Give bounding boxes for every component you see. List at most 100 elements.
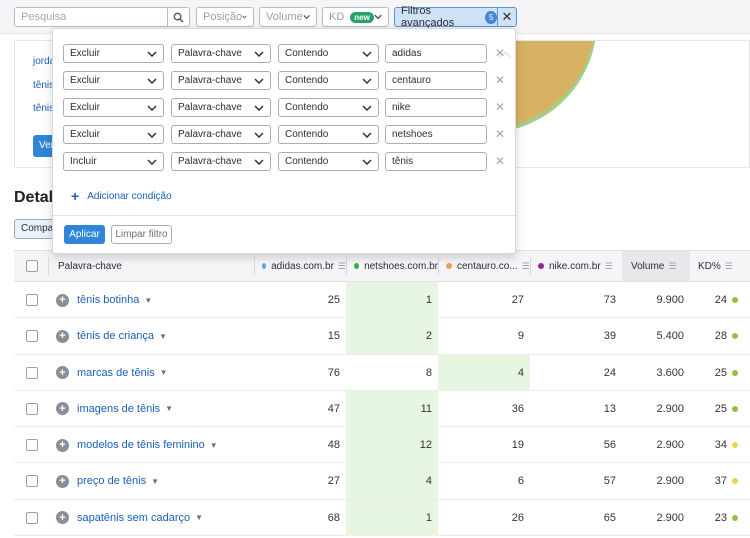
expand-plus-icon[interactable]: +: [56, 293, 69, 307]
search-input[interactable]: [15, 8, 167, 26]
condition-operator-select[interactable]: Contendo: [278, 44, 379, 63]
header-domain3[interactable]: centauro.co... ☰: [446, 251, 530, 281]
expand-plus-icon[interactable]: +: [56, 402, 69, 416]
header-domain4[interactable]: nike.com.br ☰: [538, 251, 622, 281]
domain1-color-dot: [262, 263, 267, 269]
caret-down-icon[interactable]: ▼: [159, 368, 168, 378]
caret-down-icon[interactable]: ▼: [165, 404, 174, 414]
advanced-filter-popover: Excluir Palavra-chave Contendo adidas ✕ Exclu…: [52, 28, 516, 254]
position-filter[interactable]: Posição: [196, 7, 254, 27]
expand-plus-icon[interactable]: +: [56, 329, 69, 343]
clear-filter-button[interactable]: Limpar filtro: [111, 225, 172, 244]
remove-condition-icon[interactable]: ✕: [495, 46, 506, 60]
row-checkbox[interactable]: [26, 439, 38, 452]
keyword-link[interactable]: modelos de tênis feminino: [77, 439, 205, 452]
condition-operator-select[interactable]: Contendo: [278, 71, 379, 90]
keyword-link[interactable]: tênis botinha: [77, 294, 140, 306]
row-checkbox-cell: [26, 391, 38, 427]
overview-link[interactable]: jordan: [33, 56, 61, 67]
remove-condition-icon[interactable]: ✕: [495, 73, 506, 87]
compare-button[interactable]: Compar: [14, 219, 54, 239]
condition-field-select[interactable]: Palavra-chave: [171, 98, 271, 117]
caret-down-icon[interactable]: ▼: [209, 440, 218, 450]
condition-mode-select[interactable]: Excluir: [63, 98, 164, 117]
add-condition-label: Adicionar condição: [87, 190, 172, 202]
chevron-down-icon: [254, 158, 264, 165]
kd-difficulty-dot: [732, 369, 738, 376]
keyword-link[interactable]: preço de tênis: [77, 475, 147, 488]
condition-mode-select[interactable]: Excluir: [63, 71, 164, 90]
condition-field-select[interactable]: Palavra-chave: [171, 71, 271, 90]
row-checkbox[interactable]: [26, 402, 38, 415]
expand-plus-icon[interactable]: +: [56, 438, 69, 452]
condition-operator-select[interactable]: Contendo: [278, 152, 379, 171]
condition-field-select[interactable]: Palavra-chave: [171, 44, 271, 63]
expand-plus-icon[interactable]: +: [56, 511, 69, 525]
apply-button[interactable]: Aplicar: [64, 225, 105, 244]
condition-field-select[interactable]: Palavra-chave: [171, 152, 271, 171]
position-filter-label: Posição: [203, 11, 243, 23]
keyword-link[interactable]: marcas de tênis: [77, 366, 155, 379]
condition-operator-select[interactable]: Contendo: [278, 98, 379, 117]
position-cell: 73: [603, 294, 616, 306]
close-icon: ✕: [501, 9, 513, 24]
row-checkbox[interactable]: [26, 330, 38, 343]
volume-filter[interactable]: Volume: [259, 7, 317, 27]
keyword-link[interactable]: tênis de criança: [77, 330, 155, 343]
row-checkbox[interactable]: [26, 294, 38, 306]
position-cell: 4: [438, 354, 530, 391]
kd-filter[interactable]: KD new: [322, 7, 389, 27]
clear-advanced-filters-button[interactable]: ✕: [497, 7, 517, 27]
condition-value-input[interactable]: centauro: [385, 71, 487, 90]
caret-down-icon[interactable]: ▼: [151, 476, 160, 486]
caret-down-icon[interactable]: ▼: [195, 513, 204, 523]
kd-difficulty-dot: [732, 478, 738, 485]
chevron-down-icon: [147, 131, 157, 138]
condition-mode-select[interactable]: Incluir: [63, 152, 164, 171]
overview-link[interactable]: tênis: [33, 80, 55, 91]
condition-value-input[interactable]: nike: [385, 98, 487, 117]
kd-difficulty-dot: [732, 297, 738, 303]
condition-mode-value: Incluir: [70, 156, 97, 167]
condition-mode-select[interactable]: Excluir: [63, 125, 164, 144]
details-title: Detal: [14, 189, 54, 206]
advanced-filters-button[interactable]: Filtros avançados 5: [394, 5, 498, 29]
header-keyword[interactable]: Palavra-chave: [58, 260, 122, 272]
condition-mode-select[interactable]: Excluir: [63, 44, 164, 63]
sort-desc-icon: ☰: [668, 260, 677, 271]
header-domain2[interactable]: netshoes.com.br: [354, 251, 438, 281]
add-condition-link[interactable]: + Adicionar condição: [71, 188, 172, 204]
select-all-checkbox[interactable]: [26, 260, 38, 272]
remove-condition-icon[interactable]: ✕: [495, 100, 506, 114]
position-cell: 68: [327, 511, 340, 524]
caret-down-icon[interactable]: ▼: [144, 295, 153, 305]
keyword-link[interactable]: sapatênis sem cadarço: [77, 511, 191, 524]
search-button[interactable]: [167, 8, 189, 26]
expand-plus-icon[interactable]: +: [56, 366, 69, 380]
position-cell: 8: [425, 366, 432, 379]
row-checkbox[interactable]: [26, 475, 38, 488]
table-header: Palavra-chave adidas.com.br ☰ netshoes.c…: [14, 250, 750, 282]
row-checkbox-cell: [26, 318, 38, 354]
advanced-filters-label: Filtros avançados: [401, 5, 455, 29]
caret-down-icon[interactable]: ▼: [159, 331, 167, 341]
condition-value-input[interactable]: tênis: [385, 152, 487, 171]
header-domain1[interactable]: adidas.com.br ☰: [262, 251, 346, 281]
position-cell: 25: [327, 294, 340, 306]
header-kd[interactable]: KD% ☰: [698, 251, 750, 281]
remove-condition-icon[interactable]: ✕: [495, 154, 506, 168]
keyword-link[interactable]: imagens de tênis: [77, 402, 161, 415]
condition-value-input[interactable]: adidas: [385, 44, 487, 63]
row-checkbox[interactable]: [26, 366, 38, 379]
condition-operator-select[interactable]: Contendo: [278, 125, 379, 144]
condition-value-input[interactable]: netshoes: [385, 125, 487, 144]
header-volume[interactable]: Volume ☰: [622, 251, 690, 281]
condition-operator-value: Contendo: [285, 156, 329, 167]
expand-plus-icon[interactable]: +: [56, 474, 69, 488]
row-checkbox[interactable]: [26, 511, 38, 524]
keyword-cell: + preço de tênis ▼: [56, 463, 159, 499]
condition-field-select[interactable]: Palavra-chave: [171, 125, 271, 144]
remove-condition-icon[interactable]: ✕: [495, 127, 506, 141]
overview-link[interactable]: tênis: [33, 103, 55, 114]
condition-value-text: centauro: [392, 75, 431, 86]
